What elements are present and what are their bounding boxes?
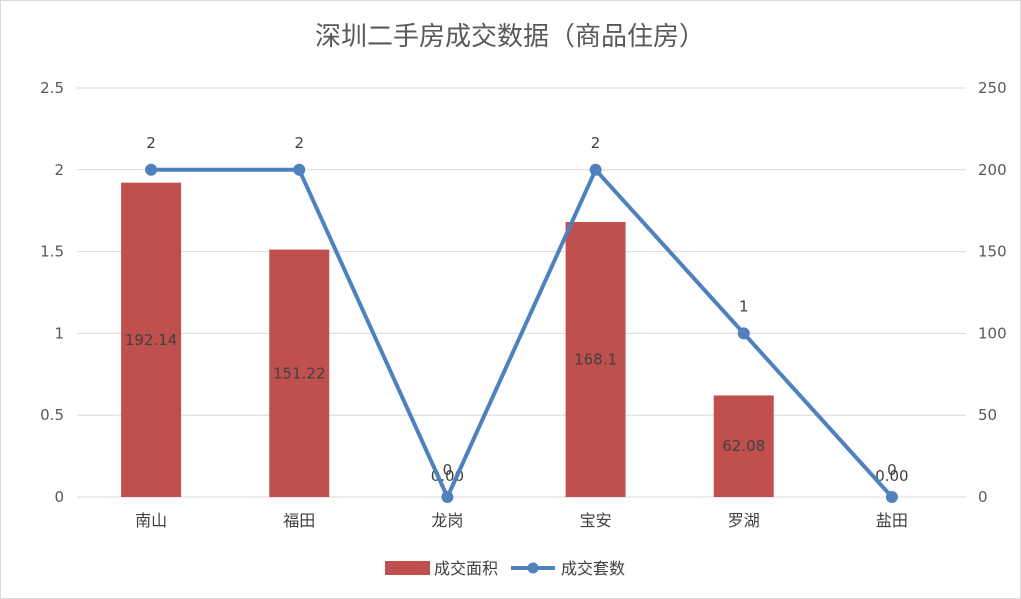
- category-label: 宝安: [580, 511, 612, 530]
- legend-label-line: 成交套数: [561, 559, 625, 578]
- line-data-label: 0: [443, 461, 453, 479]
- line-point: [737, 327, 750, 340]
- legend-swatch-bar: [385, 561, 430, 575]
- left-tick-label: 0.5: [40, 406, 64, 424]
- category-label: 南山: [135, 511, 167, 530]
- bar: [713, 395, 774, 497]
- legend-label-bar: 成交面积: [434, 559, 498, 578]
- category-label: 龙岗: [431, 511, 463, 530]
- chart-title: 深圳二手房成交数据（商品住房）: [315, 22, 705, 52]
- right-tick-label: 250: [978, 79, 1007, 97]
- bar: [565, 221, 626, 497]
- line-point: [145, 163, 158, 176]
- line-data-label: 1: [739, 297, 749, 315]
- bar-data-label: 62.08: [722, 437, 765, 455]
- series-line: [151, 167, 894, 499]
- bar-data-label: 0.00: [875, 467, 908, 485]
- left-axis: 0 0.5 1 1.5 2 2.5: [40, 79, 64, 506]
- line-data-label: 2: [146, 134, 156, 152]
- legend: 成交面积 成交套数: [385, 559, 625, 578]
- category-label: 福田: [283, 511, 315, 530]
- bar-data-label: 168.1: [574, 350, 617, 368]
- right-tick-label: 100: [978, 324, 1007, 342]
- line-point: [885, 491, 898, 503]
- left-tick-label: 1: [54, 324, 64, 342]
- category-axis: 南山 福田 龙岗 宝安 罗湖 盐田: [135, 511, 908, 530]
- line-data-label: 2: [294, 134, 304, 152]
- category-label: 罗湖: [728, 511, 760, 530]
- line-data-label: 2: [591, 134, 601, 152]
- right-axis: 0 50 100 150 200 250: [978, 79, 1007, 506]
- left-tick-label: 0: [54, 488, 64, 506]
- line-series: 2 2 0 2 1 0: [145, 134, 898, 503]
- left-tick-label: 2.5: [40, 79, 64, 97]
- line-point: [589, 163, 602, 176]
- bar-data-label: 192.14: [125, 331, 178, 349]
- legend-marker-line: [527, 562, 539, 574]
- bar: [121, 182, 182, 497]
- line-data-label: 0: [887, 461, 897, 479]
- left-tick-label: 1.5: [40, 243, 64, 261]
- line-point: [441, 491, 454, 503]
- line-point: [293, 163, 306, 176]
- right-tick-label: 200: [978, 161, 1007, 179]
- right-tick-label: 0: [978, 488, 988, 506]
- right-tick-label: 150: [978, 243, 1007, 261]
- bar-data-label: 151.22: [273, 364, 326, 382]
- right-tick-label: 50: [978, 406, 997, 424]
- bar: [269, 249, 330, 497]
- gridlines: [77, 87, 966, 498]
- left-tick-label: 2: [54, 161, 64, 179]
- category-label: 盐田: [876, 511, 908, 530]
